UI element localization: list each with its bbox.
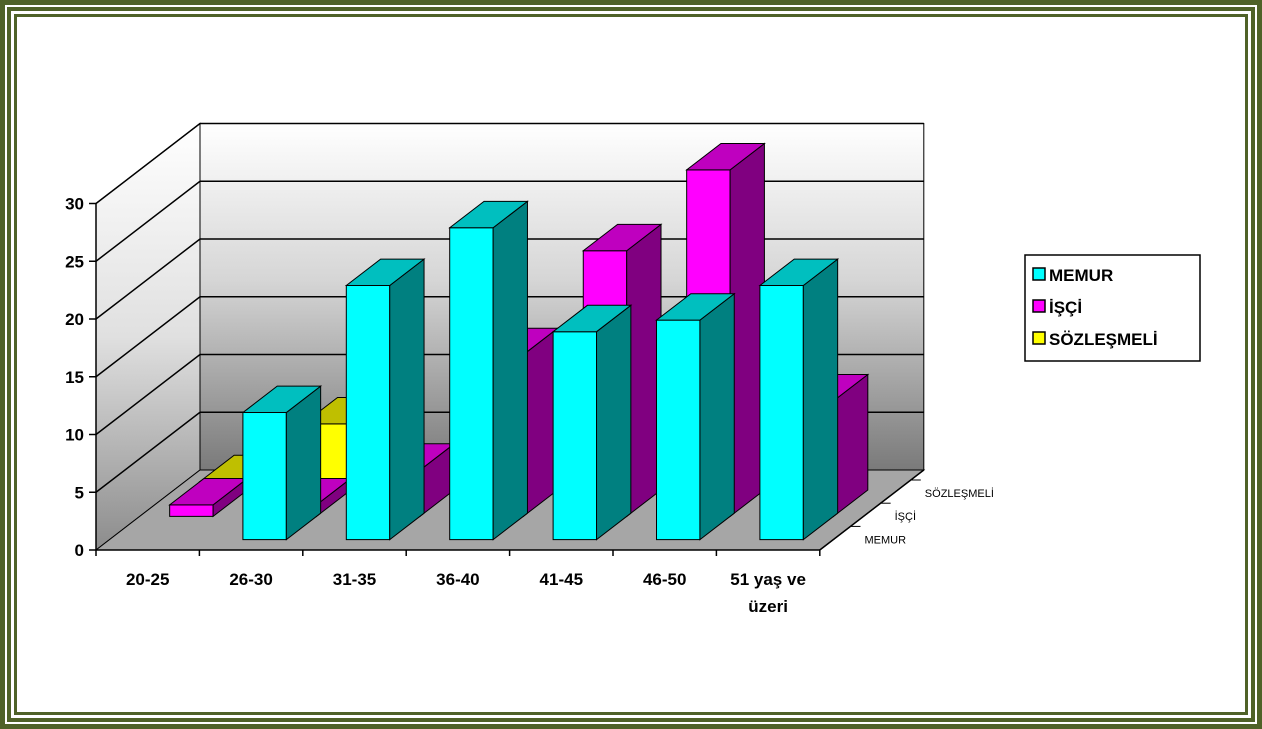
bar-side bbox=[492, 200, 528, 541]
bar-front bbox=[759, 285, 804, 541]
bar-top bbox=[758, 258, 840, 286]
legend-swatch bbox=[1032, 299, 1046, 313]
bar-side bbox=[729, 142, 765, 518]
bar-side bbox=[596, 304, 632, 541]
x-tick-label: üzeri bbox=[748, 597, 788, 616]
decorative-frame-innermost bbox=[14, 14, 1248, 715]
bar-front bbox=[552, 331, 598, 541]
y-tick-label: 0 bbox=[75, 541, 84, 560]
x-tick-label: 46-50 bbox=[643, 570, 686, 589]
bar bbox=[448, 200, 529, 541]
y-tick-label: 30 bbox=[65, 195, 84, 214]
bar-front bbox=[242, 412, 287, 541]
legend-label: MEMUR bbox=[1049, 266, 1113, 285]
bar-top bbox=[581, 223, 663, 252]
x-tick-label: 36-40 bbox=[436, 570, 479, 589]
legend-label: İŞÇİ bbox=[1049, 298, 1082, 317]
y-tick-label: 5 bbox=[75, 483, 84, 502]
bar bbox=[758, 258, 840, 541]
x-tick-label: 20-25 bbox=[126, 570, 169, 589]
x-tick-label: 31-35 bbox=[333, 570, 376, 589]
bar-front bbox=[449, 227, 494, 541]
bar-front bbox=[169, 504, 214, 517]
bar bbox=[344, 258, 426, 541]
bar bbox=[655, 292, 736, 541]
legend-swatch bbox=[1032, 267, 1046, 281]
gridline bbox=[95, 122, 924, 205]
bar bbox=[551, 304, 633, 541]
gridline bbox=[95, 238, 924, 320]
legend-label: SÖZLEŞMELİ bbox=[1049, 330, 1158, 349]
x-tick-label: 41-45 bbox=[540, 570, 583, 589]
bar-top bbox=[655, 293, 736, 321]
depth-tick-label: İŞÇİ bbox=[895, 510, 916, 523]
bar-top bbox=[241, 385, 323, 414]
bar-top bbox=[344, 258, 426, 286]
legend-swatch bbox=[1032, 331, 1046, 345]
gridline bbox=[95, 180, 924, 262]
y-tick-label: 10 bbox=[65, 426, 84, 445]
bar-side bbox=[802, 258, 839, 541]
bar-side bbox=[626, 223, 662, 518]
y-tick-label: 25 bbox=[65, 252, 84, 271]
decorative-frame-inner bbox=[7, 7, 1255, 722]
bar-front bbox=[345, 285, 391, 541]
bar-front bbox=[656, 319, 701, 541]
y-tick-label: 15 bbox=[65, 368, 84, 387]
bar-side bbox=[522, 327, 559, 518]
depth-tick-label: SÖZLEŞMELİ bbox=[925, 487, 994, 500]
x-tick-label: 26-30 bbox=[229, 570, 272, 589]
bar bbox=[241, 385, 323, 541]
bar-top bbox=[685, 143, 766, 171]
legend-box bbox=[1024, 254, 1201, 362]
bar-top bbox=[448, 200, 529, 229]
bar bbox=[168, 477, 249, 518]
x-tick-label: 51 yaş ve bbox=[730, 570, 806, 589]
bar-top bbox=[551, 304, 633, 333]
bar-side bbox=[699, 292, 735, 541]
depth-axis bbox=[819, 469, 925, 551]
gridline bbox=[95, 296, 924, 378]
depth-tick-label: MEMUR bbox=[864, 534, 906, 546]
bar-side bbox=[389, 258, 425, 541]
y-tick-label: 20 bbox=[65, 310, 84, 329]
